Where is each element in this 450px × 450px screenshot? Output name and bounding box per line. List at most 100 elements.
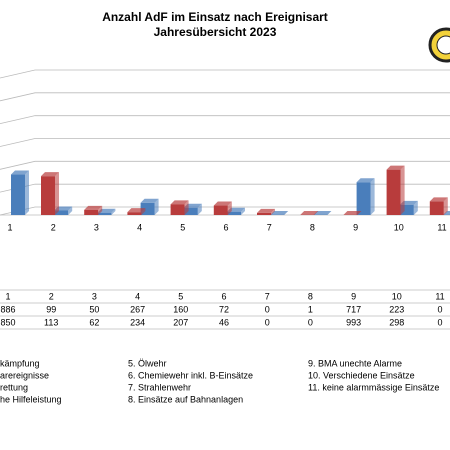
bar-top [429, 197, 448, 202]
table-cell: 993 [346, 317, 361, 327]
x-tick-label: 8 [310, 222, 315, 232]
bar [97, 212, 112, 215]
x-tick-label: 3 [94, 222, 99, 232]
bar-side [327, 210, 332, 215]
x-tick-label: 2 [51, 222, 56, 232]
chart-title: Anzahl AdF im Einsatz nach Ereignisart [102, 10, 328, 24]
table-cell: 0 [308, 317, 313, 327]
table-cell: 0 [265, 304, 270, 314]
table-cell: 207 [173, 317, 188, 327]
bar [399, 204, 414, 215]
bar [127, 212, 142, 215]
legend-item: kämpfung [0, 358, 40, 368]
grid-line [0, 183, 450, 193]
bar [356, 182, 371, 215]
table-header: 1 [5, 291, 10, 301]
grid-line [0, 92, 450, 102]
legend-item: 5. Ölwehr [128, 358, 167, 368]
legend-item: 6. Chemiewehr inkl. B-Einsätze [128, 370, 253, 380]
bar [41, 176, 55, 215]
bar [11, 174, 25, 215]
bar [84, 209, 99, 215]
grid-line [0, 138, 450, 147]
logo [428, 27, 450, 63]
bar-side [154, 198, 159, 215]
table-cell: 267 [130, 304, 145, 314]
table-cell: 46 [219, 317, 229, 327]
grid-line [0, 69, 450, 79]
table-cell: 99 [46, 304, 56, 314]
bar-top [170, 200, 189, 205]
bar-top [313, 210, 332, 215]
table-cell: 72 [219, 304, 229, 314]
bar-top [386, 165, 405, 170]
bar [429, 201, 444, 215]
table-cell: 717 [346, 304, 361, 314]
table-cell: 298 [389, 317, 404, 327]
table-cell: 160 [173, 304, 188, 314]
table-header: 6 [221, 291, 226, 301]
bar-side [227, 201, 232, 215]
legend-item: 9. BMA unechte Alarme [308, 358, 402, 368]
bar-top [11, 170, 29, 175]
bar-side [197, 203, 202, 215]
bar-top [84, 205, 103, 210]
bar [386, 169, 401, 215]
table-header: 2 [49, 291, 54, 301]
bar-top [213, 201, 232, 206]
chart-subtitle: Jahresübersicht 2023 [154, 25, 277, 39]
bar-side [400, 165, 405, 215]
bar-top [140, 198, 159, 203]
x-tick-label: 9 [353, 222, 358, 232]
legend-item: 10. Verschiedene Einsätze [308, 370, 415, 380]
table-cell: 113 [44, 317, 58, 327]
table-cell: 62 [89, 317, 99, 327]
bar [227, 211, 241, 215]
legend-item: he Hilfeleistung [0, 394, 62, 404]
legend-item: rettung [0, 382, 28, 392]
bar-side [443, 197, 448, 215]
table-header: 9 [351, 291, 356, 301]
table-cell: 0 [437, 304, 442, 314]
bar [54, 210, 69, 215]
bar [213, 205, 228, 215]
bar-top [270, 211, 289, 215]
bar-top [343, 211, 362, 215]
bar-side [111, 208, 116, 215]
bar-side [241, 207, 245, 215]
bar-top [300, 211, 319, 215]
table-header: 3 [92, 291, 97, 301]
legend-item: 11. keine alarmmässige Einsätze [308, 382, 439, 392]
table-cell: 234 [130, 317, 145, 327]
x-tick-label: 11 [437, 222, 446, 232]
bar-top [356, 178, 375, 183]
table-cell: 50 [89, 304, 99, 314]
table-cell: 850 [0, 317, 15, 327]
x-tick-label: 4 [137, 222, 142, 232]
table-cell: 886 [0, 304, 15, 314]
bar-side [68, 206, 73, 215]
bar [257, 212, 271, 215]
table-header: 11 [435, 291, 444, 301]
table-cell: 0 [437, 317, 442, 327]
bar-side [98, 205, 103, 215]
table-cell: 0 [265, 317, 270, 327]
legend-item: 7. Strahlenwehr [128, 382, 191, 392]
bar-side [370, 178, 375, 215]
bar-side [55, 172, 59, 215]
bar-side [413, 200, 418, 215]
table-cell: 1 [308, 304, 313, 314]
x-tick-label: 7 [267, 222, 272, 232]
bar-top [41, 172, 59, 177]
x-tick-label: 5 [180, 222, 185, 232]
x-tick-label: 10 [394, 222, 404, 232]
x-tick-label: 6 [223, 222, 228, 232]
table-cell: 223 [389, 304, 404, 314]
bar-top [257, 208, 275, 213]
bar-side [25, 170, 29, 215]
x-tick-label: 1 [7, 222, 12, 232]
legend-item: arereignisse [0, 370, 49, 380]
bar-top [127, 208, 146, 213]
